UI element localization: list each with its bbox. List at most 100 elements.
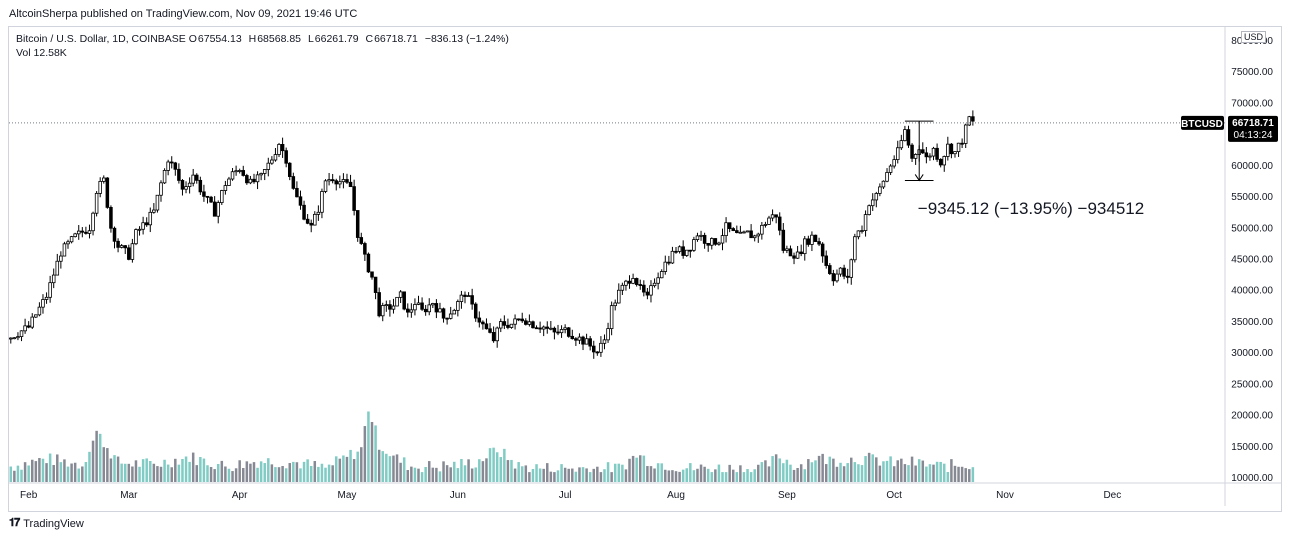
candle-body xyxy=(838,267,843,275)
volume-bar xyxy=(331,465,334,482)
candle-body xyxy=(202,191,206,197)
volume-bar xyxy=(109,458,113,482)
candle-body xyxy=(359,237,364,244)
volume-bar xyxy=(238,460,241,482)
volume-bar xyxy=(442,461,445,482)
candle-body xyxy=(184,186,188,190)
candle-body xyxy=(878,186,882,194)
candle-body xyxy=(516,318,521,321)
candle-body xyxy=(688,249,693,252)
candle-body xyxy=(502,321,507,326)
volume-bar xyxy=(59,462,63,482)
candle-body xyxy=(177,168,181,181)
candle-body xyxy=(749,230,753,239)
candle-body xyxy=(452,309,457,315)
publish-credit: AltcoinSherpa published on TradingView.c… xyxy=(9,8,358,20)
x-tick-label: Aug xyxy=(667,490,685,501)
volume-bar xyxy=(782,463,785,482)
symbol-legend: Bitcoin / U.S. Dollar, 1D, COINBASE O675… xyxy=(16,32,513,47)
candle-body xyxy=(956,142,961,152)
candle-body xyxy=(767,217,771,225)
volume-bar xyxy=(360,447,363,482)
volume-bar xyxy=(166,464,170,482)
volume-bar xyxy=(317,466,320,482)
volume-bar xyxy=(313,461,317,482)
volume-bar xyxy=(799,464,803,482)
candle-body xyxy=(195,174,199,181)
candle-body xyxy=(119,245,124,248)
volume-bar xyxy=(968,469,971,482)
volume-bar xyxy=(123,463,127,482)
volume-bar xyxy=(45,463,48,482)
volume-bar xyxy=(921,460,925,482)
volume-bar xyxy=(424,466,427,482)
candle-body xyxy=(763,224,768,226)
volume-bar xyxy=(131,466,134,482)
volume-value: 12.58K xyxy=(33,47,67,59)
volume-bar xyxy=(345,456,349,482)
volume-bar xyxy=(596,466,599,482)
candle-body xyxy=(477,317,482,323)
close-label: C xyxy=(365,33,374,45)
footer-brand[interactable]: 𝟏𝟕 TradingView xyxy=(9,517,84,530)
volume-bar xyxy=(216,464,220,482)
volume-bar xyxy=(249,463,252,482)
y-tick-label: 70000.00 xyxy=(1231,98,1273,109)
volume-bar xyxy=(488,448,492,482)
candle-body xyxy=(531,321,535,329)
candle-body xyxy=(499,321,503,329)
volume-bar xyxy=(81,466,84,482)
candle-body xyxy=(12,337,17,340)
currency-button[interactable]: USD xyxy=(1241,31,1267,43)
candle-body xyxy=(799,251,803,255)
candle-body xyxy=(116,240,120,248)
volume-bar xyxy=(878,465,882,482)
candle-body xyxy=(710,238,714,246)
candle-body xyxy=(341,179,346,183)
volume-bar xyxy=(184,456,188,482)
volume-bar xyxy=(399,462,402,482)
candle-body xyxy=(513,318,517,325)
candle-body xyxy=(724,222,728,237)
volume-bar xyxy=(309,466,313,482)
candle-body xyxy=(674,250,678,253)
candle-body xyxy=(634,278,639,285)
volume-bar xyxy=(48,453,52,482)
volume-bar xyxy=(646,466,649,482)
volume-bar xyxy=(20,469,23,482)
high-value: 68568.85 xyxy=(257,33,302,45)
candle-body xyxy=(842,267,846,277)
candle-body xyxy=(345,179,349,183)
volume-bar xyxy=(445,465,449,482)
candle-body xyxy=(187,182,192,187)
x-tick-label: Oct xyxy=(886,490,902,501)
volume-bar xyxy=(957,466,960,482)
candle-body xyxy=(570,335,575,340)
tradingview-logo-icon: 𝟏𝟕 xyxy=(9,517,20,529)
candle-body xyxy=(588,338,592,347)
candle-body xyxy=(105,177,110,208)
volume-bar xyxy=(907,465,910,482)
x-tick-label: Sep xyxy=(778,490,796,501)
volume-bar xyxy=(402,457,406,482)
candle-body xyxy=(431,303,435,306)
candle-body xyxy=(266,162,271,170)
volume-bar xyxy=(714,469,717,482)
candle-body xyxy=(670,250,675,264)
candle-body xyxy=(220,190,224,203)
volume-bar xyxy=(274,467,277,482)
volume-bar xyxy=(324,467,327,482)
low-value: 66261.79 xyxy=(314,33,359,45)
candle-body xyxy=(692,239,696,251)
volume-bar xyxy=(406,470,410,482)
candle-body xyxy=(423,308,428,313)
volume-bar xyxy=(95,430,98,482)
volume-bar xyxy=(553,472,556,482)
volume-bar xyxy=(942,463,946,482)
candle-body xyxy=(656,277,660,284)
candle-body xyxy=(391,305,396,310)
x-tick-label: Jun xyxy=(450,490,466,501)
volume-bar xyxy=(538,468,542,482)
candle-body xyxy=(663,261,668,272)
